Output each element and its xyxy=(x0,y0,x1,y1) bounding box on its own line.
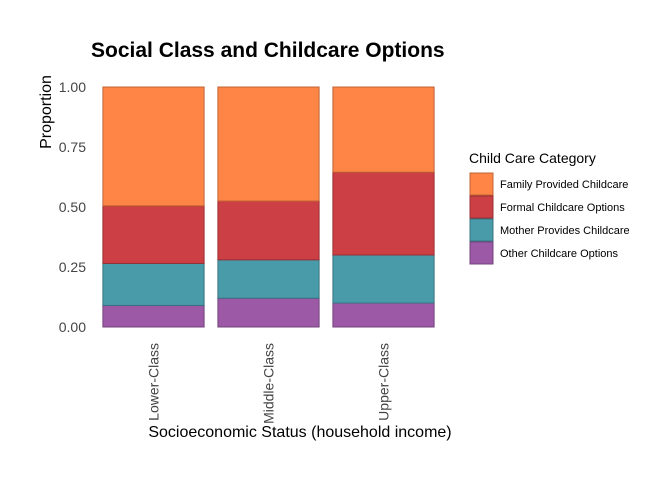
bar-upper-class-other-childcare-options xyxy=(332,302,435,328)
y-tick-label-1: 0.25 xyxy=(59,259,86,275)
legend-swatch-2 xyxy=(469,218,494,242)
legend-swatch-0 xyxy=(469,172,494,196)
bar-middle-class-family-provided-childcare xyxy=(217,86,320,202)
bar-middle-class-mother-provides-childcare xyxy=(217,259,320,299)
bars-group xyxy=(102,86,435,328)
x-axis: Lower-Class Middle-Class Upper-Class xyxy=(146,343,392,424)
legend: Child Care Category Family Provided Chil… xyxy=(469,150,630,265)
x-axis-title: Socioeconomic Status (household income) xyxy=(148,424,451,441)
bar-lower-class-formal-childcare-options xyxy=(102,205,205,264)
chart-title: Social Class and Childcare Options xyxy=(91,39,445,62)
x-tick-label-0: Lower-Class xyxy=(146,343,162,421)
bar-upper-class-family-provided-childcare xyxy=(332,86,435,173)
legend-swatch-1 xyxy=(469,195,494,219)
y-axis: 0.00 0.25 0.50 0.75 1.00 xyxy=(59,79,86,335)
y-axis-title: Proportion xyxy=(38,75,55,149)
bar-lower-class-mother-provides-childcare xyxy=(102,262,205,306)
legend-swatch-3 xyxy=(469,241,494,265)
bar-upper-class-formal-childcare-options xyxy=(332,171,435,256)
legend-label-3: Other Childcare Options xyxy=(500,248,618,260)
legend-label-0: Family Provided Childcare xyxy=(500,179,628,191)
bar-lower-class-other-childcare-options xyxy=(102,304,205,328)
y-tick-label-2: 0.50 xyxy=(59,199,86,215)
legend-label-1: Formal Childcare Options xyxy=(500,202,625,214)
bar-middle-class-other-childcare-options xyxy=(217,297,320,328)
legend-label-2: Mother Provides Childcare xyxy=(500,225,630,237)
y-tick-label-3: 0.75 xyxy=(59,139,86,155)
y-tick-label-4: 1.00 xyxy=(59,79,86,95)
x-tick-label-1: Middle-Class xyxy=(261,343,277,424)
bar-lower-class-family-provided-childcare xyxy=(102,86,205,207)
y-tick-label-0: 0.00 xyxy=(59,319,86,335)
bar-upper-class-mother-provides-childcare xyxy=(332,254,435,304)
bar-middle-class-formal-childcare-options xyxy=(217,200,320,261)
x-tick-label-2: Upper-Class xyxy=(376,343,392,421)
legend-title: Child Care Category xyxy=(469,150,596,166)
